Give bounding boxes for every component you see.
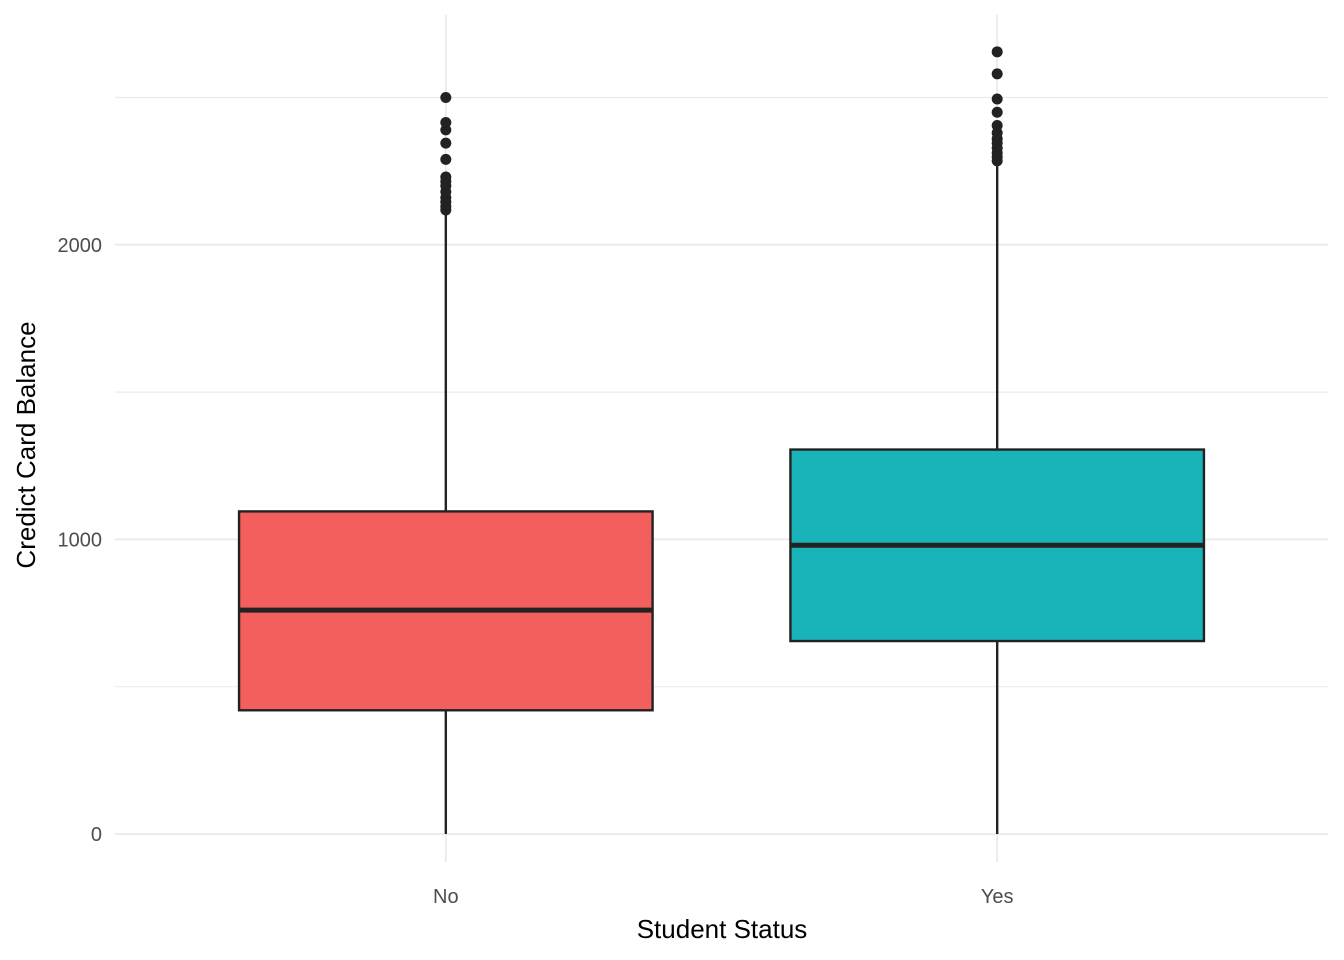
box-no: [237, 91, 654, 835]
y-tick-label: 2000: [58, 235, 103, 257]
outlier-point: [991, 46, 1003, 58]
outlier-point: [991, 119, 1003, 131]
outlier-point: [991, 93, 1003, 105]
y-tick-label: 0: [91, 824, 102, 846]
x-axis-title: Student Status: [637, 914, 808, 944]
outlier-point: [440, 137, 452, 149]
outlier-point: [440, 153, 452, 165]
y-axis-ticks: 0 1000 2000: [58, 235, 103, 846]
x-tick-label: No: [433, 886, 459, 908]
outlier-point: [440, 171, 452, 183]
box-yes: [789, 46, 1206, 835]
outlier-point: [440, 91, 452, 103]
y-axis-title: Credict Card Balance: [11, 321, 41, 568]
outlier-point: [440, 117, 452, 129]
x-tick-label: Yes: [981, 886, 1014, 908]
x-axis-ticks: No Yes: [433, 886, 1013, 908]
boxes: [237, 46, 1206, 835]
outlier-point: [991, 106, 1003, 118]
grid: [115, 15, 1328, 862]
y-tick-label: 1000: [58, 529, 103, 551]
outlier-point: [991, 68, 1003, 80]
